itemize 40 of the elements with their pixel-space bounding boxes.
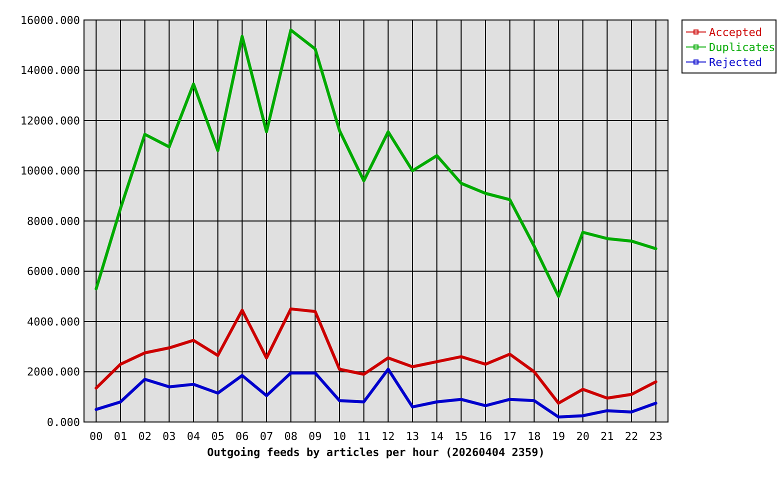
- line-series: [94, 28, 658, 298]
- legend-label: Duplicates: [709, 40, 776, 54]
- x-tick-label: 13: [406, 430, 420, 443]
- x-axis-title: Outgoing feeds by articles per hour (20260404 2359): [207, 446, 545, 459]
- y-tick-label: 4000.000: [27, 315, 80, 328]
- x-tick-label: 02: [138, 430, 152, 443]
- y-tick-label: 12000.000: [20, 114, 80, 128]
- x-tick-label: 19: [552, 430, 566, 443]
- x-tick-label: 03: [162, 430, 176, 443]
- x-tick-label: 16: [478, 430, 492, 443]
- x-tick-label: 10: [332, 430, 346, 443]
- y-tick-label: 6000.000: [27, 265, 80, 278]
- line-series: [94, 368, 658, 418]
- y-tick-label: 14000.000: [20, 64, 80, 78]
- x-tick-label: 23: [649, 430, 662, 443]
- x-tick-label: 14: [430, 430, 444, 443]
- x-tick-label: 21: [600, 430, 614, 443]
- x-tick-label: 09: [308, 430, 322, 443]
- x-tick-label: 06: [236, 430, 249, 443]
- x-tick-label: 07: [260, 430, 274, 443]
- x-tick-label: 05: [211, 430, 224, 443]
- x-tick-label: 11: [357, 430, 370, 443]
- line-series: [94, 307, 658, 405]
- x-tick-label: 20: [576, 430, 590, 443]
- x-tick-label: 15: [454, 430, 468, 443]
- x-tick-label: 00: [90, 430, 103, 443]
- x-tick-label: 08: [284, 430, 298, 443]
- x-tick-label: 22: [624, 430, 638, 443]
- legend-label: Rejected: [709, 56, 762, 69]
- y-tick-label: 2000.000: [27, 366, 80, 379]
- y-tick-label: 16000.000: [20, 14, 80, 27]
- x-tick-label: 01: [114, 430, 128, 443]
- x-tick-label: 17: [503, 430, 516, 443]
- x-tick-label: 12: [382, 430, 395, 443]
- x-tick-label: 04: [186, 430, 200, 443]
- legend-label: Accepted: [709, 26, 762, 39]
- y-tick-label: 8000.000: [27, 214, 80, 228]
- y-tick-label: 10000.000: [20, 164, 80, 178]
- y-tick-label: 0.000: [46, 416, 80, 429]
- x-tick-label: 18: [528, 430, 541, 443]
